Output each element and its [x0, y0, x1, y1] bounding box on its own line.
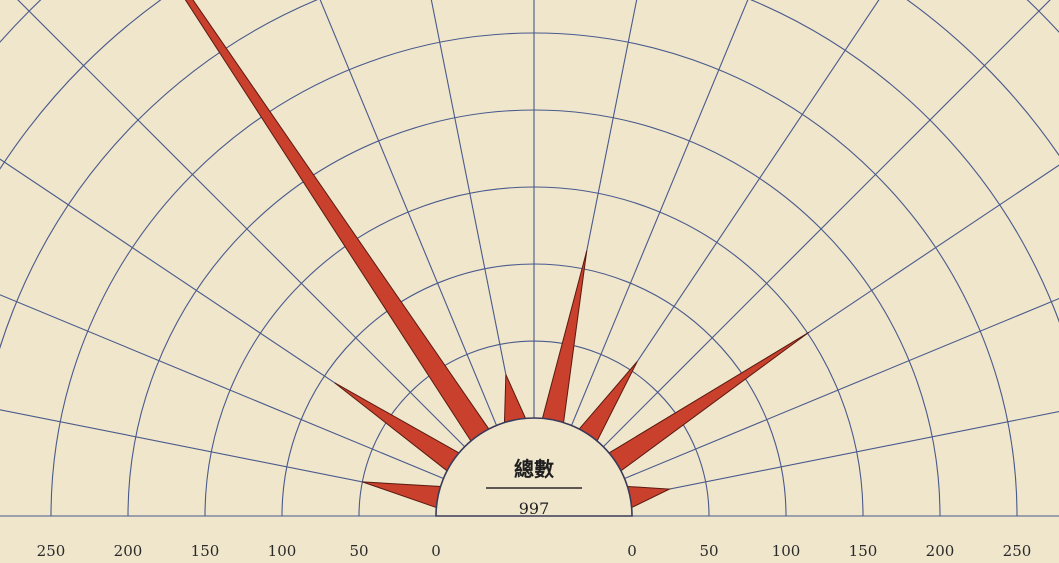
grid-ray [188, 0, 481, 435]
tick-left: 250 [37, 542, 66, 560]
center-title: 總數 [514, 457, 554, 481]
tick-right: 0 [627, 542, 637, 560]
spikes [184, 0, 810, 509]
center-total-value: 997 [519, 499, 550, 518]
tick-right: 250 [1003, 542, 1032, 560]
spike-4 [503, 374, 527, 424]
grid-arc [0, 0, 1059, 350]
grid-ray [602, 0, 1051, 448]
grid-ray [624, 297, 1059, 480]
spike-1 [362, 481, 442, 509]
spike-2 [334, 382, 460, 472]
grid-ray [630, 411, 1059, 498]
grid-ray [587, 0, 880, 435]
spike-5 [541, 250, 588, 424]
tick-left: 100 [268, 542, 297, 560]
center-semicircle [435, 417, 633, 517]
grid [0, 0, 1059, 517]
tick-left: 150 [191, 542, 220, 560]
grid-ray [0, 158, 453, 463]
grid-ray [0, 294, 444, 480]
spike-6 [578, 361, 638, 442]
spike-7 [608, 331, 810, 472]
spike-8 [626, 485, 672, 509]
grid-ray [319, 0, 498, 426]
center-panel: 總數 997 [435, 417, 633, 518]
grid-ray [570, 0, 749, 426]
tick-right: 200 [926, 542, 955, 560]
tick-right: 50 [699, 542, 718, 560]
tick-left: 50 [349, 542, 368, 560]
grid-ray [17, 0, 466, 448]
category-labels: 大學及學院50高中普通科92初中科479高中師範科30簡易鄉村師範科112高級職… [0, 0, 1059, 379]
tick-right: 100 [772, 542, 801, 560]
tick-left: 200 [114, 542, 143, 560]
grid-ray [0, 409, 438, 498]
grid-ray [430, 0, 516, 420]
tick-left: 0 [431, 542, 441, 560]
tick-right: 150 [849, 542, 878, 560]
grid-ray [615, 164, 1059, 463]
spike-3 [184, 0, 490, 442]
axis-ticks: 5505004504003503002502001501005000501001… [37, 542, 1032, 560]
